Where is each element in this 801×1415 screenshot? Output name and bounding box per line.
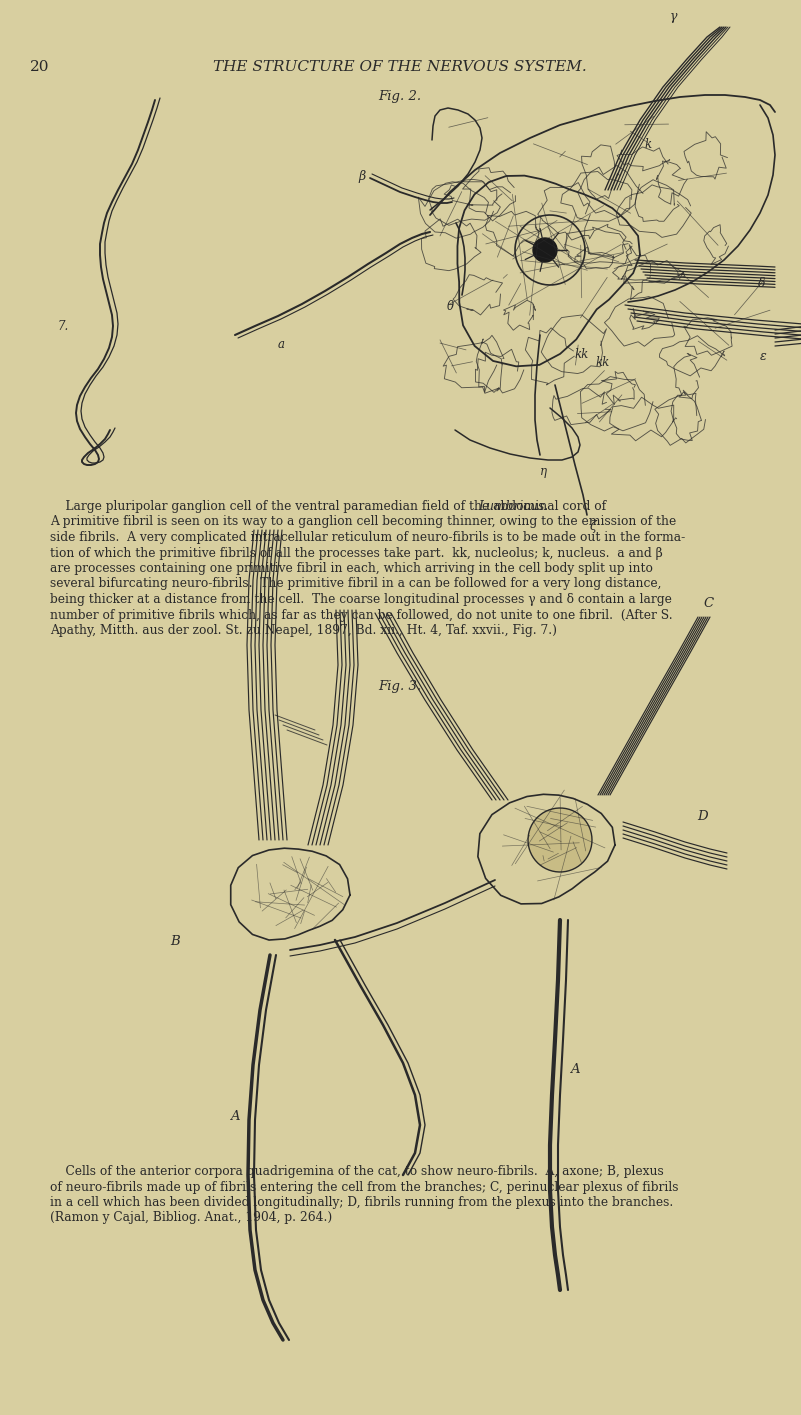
Text: Lumbricus.: Lumbricus. <box>478 499 548 514</box>
Polygon shape <box>533 238 557 262</box>
Text: side fibrils.  A very complicated intracellular reticulum of neuro-fibrils is to: side fibrils. A very complicated intrace… <box>50 531 685 543</box>
Text: A primitive fibril is seen on its way to a ganglion cell becoming thinner, owing: A primitive fibril is seen on its way to… <box>50 515 676 528</box>
Text: A: A <box>230 1109 239 1124</box>
Text: η: η <box>540 466 547 478</box>
Text: are processes containing one primitive fibril in each, which arriving in the cel: are processes containing one primitive f… <box>50 562 653 574</box>
Text: Apathy, Mitth. aus der zool. St. zu Neapel, 1897, Bd. xii., Ht. 4, Taf. xxvii., : Apathy, Mitth. aus der zool. St. zu Neap… <box>50 624 557 637</box>
Text: k: k <box>645 139 652 151</box>
Text: Large pluripolar ganglion cell of the ventral paramedian field of the abdominal : Large pluripolar ganglion cell of the ve… <box>50 499 610 514</box>
Text: A: A <box>570 1063 580 1075</box>
Text: (Ramon y Cajal, Bibliog. Anat., 1904, p. 264.): (Ramon y Cajal, Bibliog. Anat., 1904, p.… <box>50 1211 332 1224</box>
Text: ζ: ζ <box>590 519 597 533</box>
Text: of neuro-fibrils made up of fibrils entering the cell from the branches; C, peri: of neuro-fibrils made up of fibrils ente… <box>50 1180 678 1193</box>
Text: kk: kk <box>596 357 610 369</box>
Text: B: B <box>170 935 179 948</box>
Polygon shape <box>528 808 592 872</box>
Text: 20: 20 <box>30 59 50 74</box>
Text: a: a <box>278 338 285 351</box>
Text: Fig. 3.: Fig. 3. <box>378 681 421 693</box>
Text: 7.: 7. <box>58 320 69 333</box>
Text: in a cell which has been divided longitudinally; D, fibrils running from the ple: in a cell which has been divided longitu… <box>50 1196 674 1208</box>
Text: δ: δ <box>758 277 766 290</box>
Text: being thicker at a distance from the cell.  The coarse longitudinal processes γ : being thicker at a distance from the cel… <box>50 593 672 606</box>
Text: Cells of the anterior corpora quadrigemina of the cat, to show neuro-fibrils.  A: Cells of the anterior corpora quadrigemi… <box>50 1165 664 1179</box>
Text: γ: γ <box>670 10 678 23</box>
Text: C: C <box>703 597 713 610</box>
Text: THE STRUCTURE OF THE NERVOUS SYSTEM.: THE STRUCTURE OF THE NERVOUS SYSTEM. <box>213 59 587 74</box>
Text: several bifurcating neuro-fibrils.  The primitive fibril in a can be followed fo: several bifurcating neuro-fibrils. The p… <box>50 577 662 590</box>
Text: number of primitive fibrils which, as far as they can be followed, do not unite : number of primitive fibrils which, as fa… <box>50 608 673 621</box>
Text: β: β <box>358 170 365 183</box>
Text: θ: θ <box>447 300 454 313</box>
Text: kk: kk <box>575 348 590 361</box>
Text: ε: ε <box>760 350 767 364</box>
Text: Fig. 2.: Fig. 2. <box>378 91 421 103</box>
Text: D: D <box>697 809 707 824</box>
Text: tion of which the primitive fibrils of all the processes take part.  kk, nucleol: tion of which the primitive fibrils of a… <box>50 546 662 559</box>
